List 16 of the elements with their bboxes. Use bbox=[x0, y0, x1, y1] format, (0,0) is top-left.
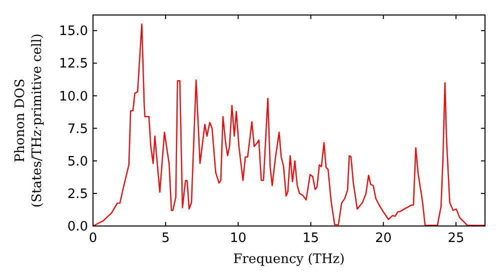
line-series bbox=[93, 24, 485, 226]
y-tick-label: 10.0 bbox=[59, 89, 88, 104]
x-tick-label: 0 bbox=[88, 231, 98, 246]
x-tick-label: 20 bbox=[375, 231, 392, 246]
x-tick-label: 5 bbox=[161, 231, 170, 246]
x-tick-label: 15 bbox=[302, 231, 320, 246]
y-tick-label: 5.0 bbox=[67, 154, 88, 170]
y-tick-label: 15.0 bbox=[59, 24, 88, 40]
x-tick-label: 10 bbox=[230, 231, 246, 246]
x-axis-title: Frequency (THz) bbox=[233, 252, 345, 267]
y-tick-label: 12.5 bbox=[59, 56, 88, 72]
y-axis-title: Phonon DOS (States/THz·primitive cell) bbox=[13, 33, 45, 208]
y-tick-label: 2.5 bbox=[67, 186, 88, 202]
y-tick-label: 7.5 bbox=[67, 122, 88, 137]
y-tick-label: 0.0 bbox=[67, 220, 88, 234]
x-tick-label: 25 bbox=[448, 231, 464, 246]
